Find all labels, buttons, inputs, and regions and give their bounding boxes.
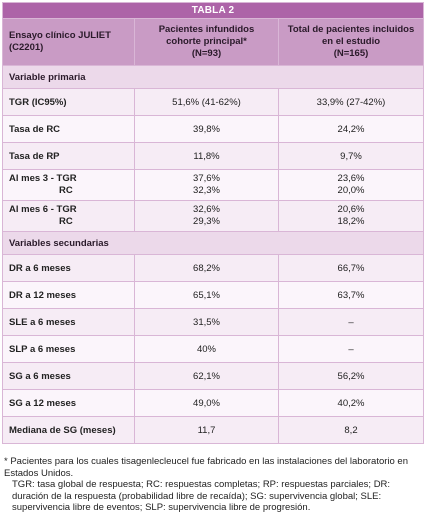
footnote-asterisk: * Pacientes para los cuales tisagenlecle… bbox=[4, 456, 409, 479]
cell-total: 24,2% bbox=[277, 115, 425, 143]
cell-cohort: 40% bbox=[134, 335, 279, 363]
cell-cohort: 49,0% bbox=[134, 389, 279, 417]
table-row: Tasa de RP 11,8% 9,7% bbox=[2, 142, 425, 170]
footnote-abbreviations: TGR: tasa global de respuesta; RC: respu… bbox=[12, 479, 391, 513]
row-label: SLP a 6 meses bbox=[2, 335, 135, 363]
cell-total: 23,6% 20,0% bbox=[277, 169, 425, 201]
cell-total: 56,2% bbox=[277, 362, 425, 390]
cell-total: – bbox=[277, 335, 425, 363]
row-label: Tasa de RC bbox=[2, 115, 135, 143]
cell-cohort: 65,1% bbox=[134, 281, 279, 309]
section-label: Variables secundarias bbox=[1, 231, 425, 255]
table-row: DR a 6 meses 68,2% 66,7% bbox=[2, 254, 425, 282]
row-label: DR a 12 meses bbox=[2, 281, 135, 309]
cell-cohort: 11,7 bbox=[134, 416, 279, 444]
row-label: TGR (IC95%) bbox=[2, 88, 135, 116]
row-label: Al mes 3 - TGR RC bbox=[2, 169, 135, 201]
cell-cohort: 68,2% bbox=[134, 254, 279, 282]
table-header-row: Ensayo clínico JULIET (C2201) Pacientes … bbox=[2, 18, 425, 66]
row-label: Tasa de RP bbox=[2, 142, 135, 170]
cell-cohort: 11,8% bbox=[134, 142, 279, 170]
table-row: SLP a 6 meses 40% – bbox=[2, 335, 425, 363]
header-trial: Ensayo clínico JULIET (C2201) bbox=[2, 18, 135, 66]
table-row: Al mes 6 - TGR RC 32,6% 29,3% 20,6% 18,2… bbox=[2, 200, 425, 232]
cell-total: 33,9% (27-42%) bbox=[277, 88, 425, 116]
row-label: SG a 6 meses bbox=[2, 362, 135, 390]
table-row: Tasa de RC 39,8% 24,2% bbox=[2, 115, 425, 143]
header-infused-cohort: Pacientes infundidos cohorte principal* … bbox=[134, 18, 279, 66]
cell-cohort: 32,6% 29,3% bbox=[134, 200, 279, 232]
cell-total: 8,2 bbox=[277, 416, 425, 444]
section-row-primary: Variable primaria bbox=[1, 65, 425, 89]
table-row: SG a 6 meses 62,1% 56,2% bbox=[2, 362, 425, 390]
row-label: DR a 6 meses bbox=[2, 254, 135, 282]
row-label: Al mes 6 - TGR RC bbox=[2, 200, 135, 232]
cell-cohort: 31,5% bbox=[134, 308, 279, 336]
table-title: TABLA 2 bbox=[1, 2, 425, 19]
table-footnotes: * Pacientes para los cuales tisagenlecle… bbox=[4, 456, 421, 514]
row-label: SLE a 6 meses bbox=[2, 308, 135, 336]
row-label: SG a 12 meses bbox=[2, 389, 135, 417]
cell-cohort: 62,1% bbox=[134, 362, 279, 390]
section-label: Variable primaria bbox=[1, 65, 425, 89]
cell-cohort: 37,6% 32,3% bbox=[134, 169, 279, 201]
cell-total: 66,7% bbox=[277, 254, 425, 282]
table-row: DR a 12 meses 65,1% 63,7% bbox=[2, 281, 425, 309]
table-row: SG a 12 meses 49,0% 40,2% bbox=[2, 389, 425, 417]
cell-total: 40,2% bbox=[277, 389, 425, 417]
header-total-enrolled: Total de pacientes incluidos en el estud… bbox=[277, 18, 425, 66]
cell-cohort: 51,6% (41-62%) bbox=[134, 88, 279, 116]
table-row: Mediana de SG (meses) 11,7 8,2 bbox=[2, 416, 425, 444]
cell-total: 9,7% bbox=[277, 142, 425, 170]
cell-total: – bbox=[277, 308, 425, 336]
table-row: Al mes 3 - TGR RC 37,6% 32,3% 23,6% 20,0… bbox=[2, 169, 425, 201]
cell-total: 63,7% bbox=[277, 281, 425, 309]
table-row: SLE a 6 meses 31,5% – bbox=[2, 308, 425, 336]
cell-cohort: 39,8% bbox=[134, 115, 279, 143]
table-row: TGR (IC95%) 51,6% (41-62%) 33,9% (27-42%… bbox=[2, 88, 425, 116]
results-table: TABLA 2 Ensayo clínico JULIET (C2201) Pa… bbox=[1, 2, 425, 444]
cell-total: 20,6% 18,2% bbox=[277, 200, 425, 232]
row-label: Mediana de SG (meses) bbox=[2, 416, 135, 444]
section-row-secondary: Variables secundarias bbox=[1, 231, 425, 255]
